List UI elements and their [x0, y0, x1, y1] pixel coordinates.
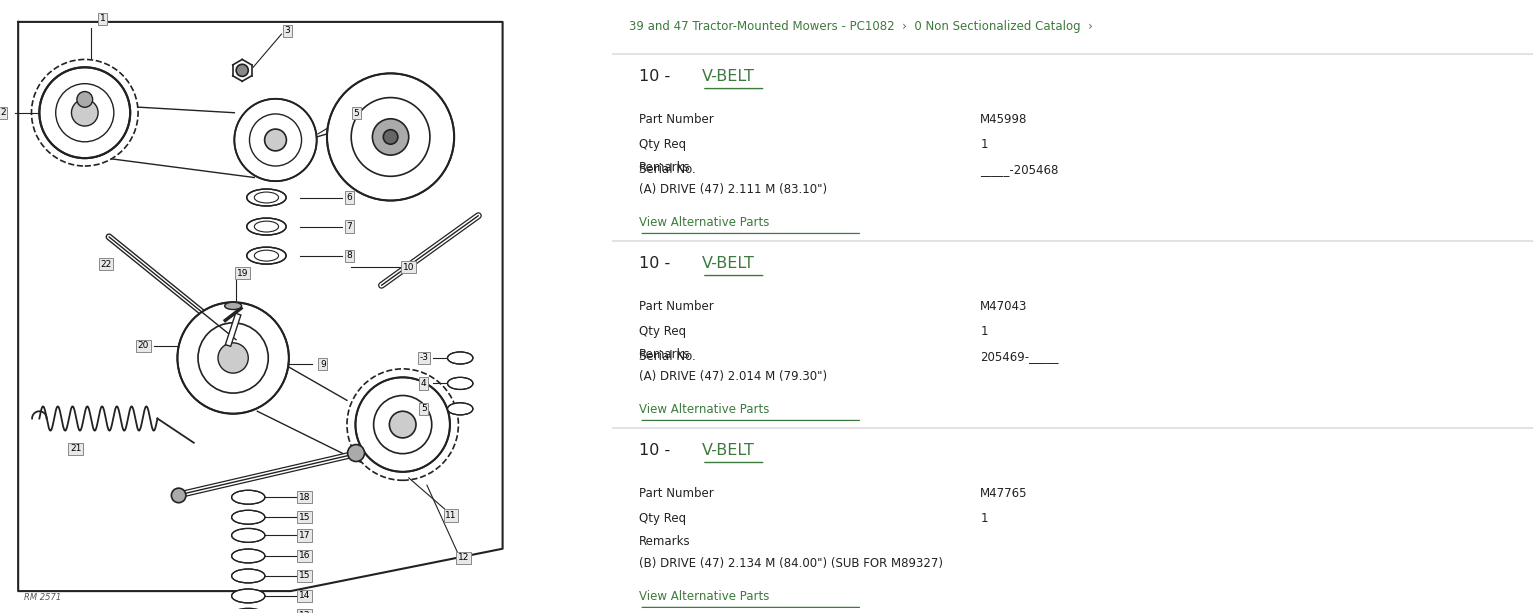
Ellipse shape [247, 189, 287, 206]
Text: Remarks: Remarks [639, 535, 691, 547]
Text: 10 -: 10 - [639, 256, 676, 271]
Circle shape [235, 99, 317, 181]
Text: 22: 22 [100, 260, 112, 268]
Text: Remarks: Remarks [639, 348, 691, 360]
Text: 19: 19 [236, 268, 248, 278]
Circle shape [346, 369, 458, 481]
Text: 16: 16 [299, 552, 310, 560]
Circle shape [373, 119, 409, 155]
Text: View Alternative Parts: View Alternative Parts [639, 590, 770, 603]
Ellipse shape [231, 510, 265, 524]
Ellipse shape [231, 549, 265, 563]
Ellipse shape [231, 528, 265, 543]
Text: 1: 1 [980, 325, 987, 338]
Circle shape [32, 59, 138, 166]
Circle shape [218, 343, 248, 373]
Ellipse shape [247, 247, 287, 264]
Text: 1: 1 [980, 138, 987, 151]
Text: 3: 3 [285, 26, 291, 36]
Text: 1: 1 [100, 14, 106, 23]
Text: 8: 8 [346, 251, 353, 260]
Text: Remarks: Remarks [639, 161, 691, 173]
Text: Qty Req: Qty Req [639, 138, 687, 151]
Circle shape [178, 302, 288, 414]
Text: _____-205468: _____-205468 [980, 164, 1059, 177]
Circle shape [383, 130, 399, 144]
Text: 13: 13 [299, 611, 310, 613]
Circle shape [236, 64, 248, 77]
Text: 39 and 47 Tractor-Mounted Mowers - PC1082  ›  0 Non Sectionalized Catalog  ›: 39 and 47 Tractor-Mounted Mowers - PC108… [629, 20, 1093, 32]
Ellipse shape [231, 589, 265, 603]
Text: 10 -: 10 - [639, 443, 676, 458]
Text: 2: 2 [0, 109, 6, 117]
Text: (A) DRIVE (47) 2.111 M (83.10"): (A) DRIVE (47) 2.111 M (83.10") [639, 183, 828, 196]
Text: 7: 7 [346, 222, 353, 231]
Ellipse shape [247, 218, 287, 235]
Text: RM 2571: RM 2571 [25, 593, 61, 602]
Ellipse shape [448, 378, 472, 389]
Text: V-BELT: V-BELT [702, 443, 754, 458]
Ellipse shape [225, 302, 242, 310]
Ellipse shape [448, 403, 472, 415]
Text: V-BELT: V-BELT [702, 256, 754, 271]
Text: 10 -: 10 - [639, 69, 676, 84]
Text: 6: 6 [346, 193, 353, 202]
Text: 20: 20 [138, 341, 149, 351]
Text: (A) DRIVE (47) 2.014 M (79.30"): (A) DRIVE (47) 2.014 M (79.30") [639, 370, 828, 383]
Circle shape [327, 74, 454, 200]
Text: 14: 14 [299, 592, 310, 601]
Ellipse shape [231, 608, 265, 613]
Text: 12: 12 [457, 554, 469, 562]
Text: 9: 9 [320, 360, 325, 368]
Text: 15: 15 [299, 512, 310, 522]
Circle shape [348, 444, 365, 462]
Text: 205469-_____: 205469-_____ [980, 351, 1059, 364]
Text: 18: 18 [299, 493, 310, 502]
Circle shape [356, 378, 449, 472]
Text: View Alternative Parts: View Alternative Parts [639, 216, 770, 229]
Circle shape [77, 91, 92, 107]
Text: 4: 4 [422, 379, 426, 388]
Ellipse shape [231, 490, 265, 504]
Circle shape [265, 129, 287, 151]
Text: Serial No.: Serial No. [639, 164, 696, 177]
Circle shape [72, 99, 98, 126]
Text: 11: 11 [446, 511, 457, 520]
Circle shape [389, 411, 415, 438]
Text: M47765: M47765 [980, 487, 1027, 500]
Text: 5: 5 [353, 109, 359, 118]
Text: M47043: M47043 [980, 300, 1027, 313]
Text: V-BELT: V-BELT [702, 69, 754, 84]
Text: Part Number: Part Number [639, 487, 714, 500]
Ellipse shape [231, 569, 265, 583]
Text: 10: 10 [403, 262, 414, 272]
Text: -3: -3 [420, 354, 428, 362]
Text: Qty Req: Qty Req [639, 512, 687, 525]
Text: (B) DRIVE (47) 2.134 M (84.00") (SUB FOR M89327): (B) DRIVE (47) 2.134 M (84.00") (SUB FOR… [639, 557, 943, 570]
Text: 15: 15 [299, 571, 310, 581]
Circle shape [40, 67, 130, 158]
Text: 17: 17 [299, 531, 310, 540]
Ellipse shape [448, 352, 472, 364]
Text: Serial No.: Serial No. [639, 351, 696, 364]
Circle shape [172, 488, 185, 503]
Text: View Alternative Parts: View Alternative Parts [639, 403, 770, 416]
Text: 1: 1 [980, 512, 987, 525]
Text: M45998: M45998 [980, 113, 1027, 126]
Text: Qty Req: Qty Req [639, 325, 687, 338]
Text: 5: 5 [422, 405, 426, 413]
Text: Part Number: Part Number [639, 113, 714, 126]
Text: 21: 21 [71, 444, 81, 453]
Text: Part Number: Part Number [639, 300, 714, 313]
